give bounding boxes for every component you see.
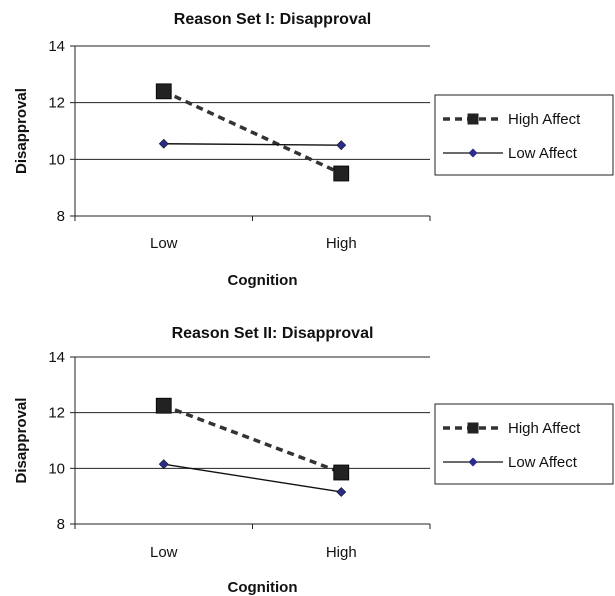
chart-title: Reason Set I: Disapproval bbox=[174, 11, 371, 28]
legend-label: Low Affect bbox=[508, 454, 578, 471]
y-tick-label: 12 bbox=[48, 95, 65, 112]
data-point-high-affect-low bbox=[155, 397, 172, 414]
y-tick-label: 8 bbox=[57, 208, 65, 225]
x-tick-label: High bbox=[326, 235, 357, 252]
chart-1: Reason Set I: Disapproval 8 10 12 14 Low High C… bbox=[13, 11, 614, 289]
data-point-low-affect-high bbox=[336, 487, 347, 497]
chart-2: Reason Set II: Disapproval 8 10 12 14 Low High… bbox=[13, 325, 614, 596]
x-axis-label: Cognition bbox=[228, 579, 298, 596]
x-tick-label: Low bbox=[150, 235, 178, 252]
data-point-low-affect-low bbox=[158, 459, 169, 470]
legend-swatch-marker bbox=[467, 113, 479, 125]
legend: High Affect Low Affect bbox=[434, 94, 614, 176]
series-line-high-affect bbox=[163, 89, 342, 176]
x-axis-label: Cognition bbox=[228, 272, 298, 289]
legend-swatch-marker bbox=[468, 148, 478, 158]
y-tick-label: 12 bbox=[48, 405, 65, 422]
y-tick-label: 14 bbox=[48, 349, 65, 366]
data-point-high-affect-high bbox=[333, 464, 350, 481]
series-line-low-affect bbox=[163, 143, 342, 146]
y-axis-label: Disapproval bbox=[13, 88, 30, 174]
x-tick-label: Low bbox=[150, 544, 178, 561]
y-tick-label: 8 bbox=[57, 516, 65, 533]
legend-swatch-marker bbox=[467, 422, 479, 434]
data-point-low-affect-low bbox=[158, 138, 169, 149]
legend-label: Low Affect bbox=[508, 145, 578, 162]
legend-label: High Affect bbox=[508, 111, 581, 128]
y-axis-label: Disapproval bbox=[13, 398, 30, 484]
series-line-low-affect bbox=[163, 463, 342, 493]
data-point-high-affect-low bbox=[155, 83, 172, 100]
x-tick-label: High bbox=[326, 544, 357, 561]
series-line-high-affect bbox=[163, 404, 342, 475]
y-tick-label: 14 bbox=[48, 38, 65, 55]
y-tick-label: 10 bbox=[48, 151, 65, 168]
legend-label: High Affect bbox=[508, 420, 581, 437]
data-point-low-affect-high bbox=[336, 140, 347, 151]
y-tick-label: 10 bbox=[48, 460, 65, 477]
chart-title: Reason Set II: Disapproval bbox=[172, 325, 374, 342]
legend-swatch-marker bbox=[468, 457, 478, 467]
legend-box bbox=[434, 94, 614, 176]
data-point-high-affect-high bbox=[333, 165, 350, 182]
legend-box bbox=[434, 403, 614, 485]
legend: High Affect Low Affect bbox=[434, 403, 614, 485]
